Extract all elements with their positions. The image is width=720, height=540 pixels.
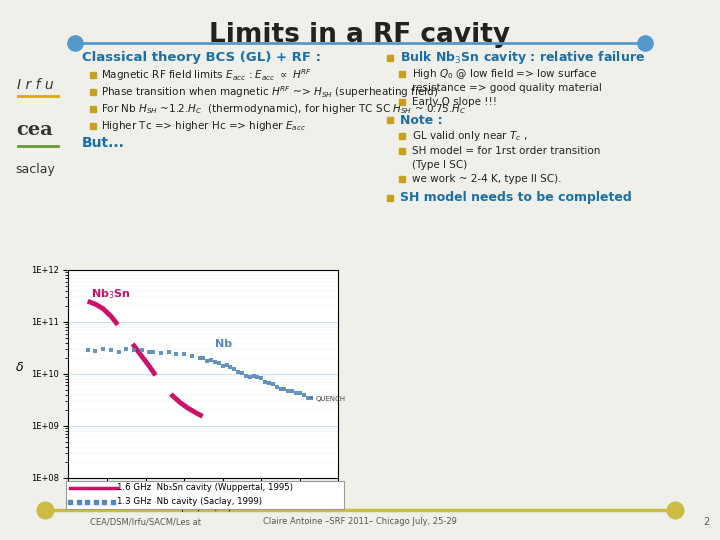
Text: Claire Antoine –SRF 2011– Chicago July, 25-29: Claire Antoine –SRF 2011– Chicago July, … (263, 517, 457, 526)
Text: we work ~ 2-4 K, type II SC).: we work ~ 2-4 K, type II SC). (412, 174, 562, 184)
Text: Bulk Nb$_3$Sn cavity : relative failure: Bulk Nb$_3$Sn cavity : relative failure (400, 50, 645, 66)
Text: 1.3 GHz  Nb cavity (Saclay, 1999): 1.3 GHz Nb cavity (Saclay, 1999) (117, 497, 262, 506)
Text: Nb$_3$Sn: Nb$_3$Sn (91, 287, 130, 301)
Text: Higher Tc => higher Hc => higher $E_{acc}$: Higher Tc => higher Hc => higher $E_{acc… (101, 119, 306, 133)
Text: cea: cea (17, 121, 53, 139)
Text: 2: 2 (703, 517, 710, 527)
Text: High $Q_0$ @ low field => low surface: High $Q_0$ @ low field => low surface (412, 67, 598, 81)
Text: SH model = for 1rst order transition: SH model = for 1rst order transition (412, 146, 600, 156)
Text: CEA/DSM/Irfu/SACM/Les at: CEA/DSM/Irfu/SACM/Les at (90, 517, 201, 526)
Text: Nb: Nb (215, 339, 232, 349)
X-axis label: Epx (MV/m): Epx (MV/m) (175, 502, 232, 512)
Text: QUENCH: QUENCH (311, 396, 346, 402)
Text: resistance => good quality material: resistance => good quality material (412, 83, 602, 93)
Y-axis label: $\delta$: $\delta$ (15, 361, 24, 374)
Text: Magnetic RF field limits $E_{acc}$ : $E_{acc}$ $\propto$ $H^{RF}$: Magnetic RF field limits $E_{acc}$ : $E_… (101, 67, 312, 83)
Text: Phase transition when magnetic $H^{RF}$ ~> $H_{SH}$ (superheating field): Phase transition when magnetic $H^{RF}$ … (101, 84, 438, 100)
Text: Classical theory BCS (GL) + RF :: Classical theory BCS (GL) + RF : (82, 51, 321, 64)
Text: SH model needs to be completed: SH model needs to be completed (400, 192, 631, 205)
Text: I r f u: I r f u (17, 78, 53, 92)
Text: But...: But... (82, 136, 125, 150)
Text: (Type I SC): (Type I SC) (412, 160, 467, 170)
FancyBboxPatch shape (66, 481, 343, 509)
Text: Limits in a RF cavity: Limits in a RF cavity (210, 22, 510, 48)
Text: Early Q slope !!!: Early Q slope !!! (412, 97, 497, 107)
Text: For Nb $H_{SH}$ ~1.2.$H_C$  (thermodynamic), for higher TC SC $H_{SH}$ ~ 0.75.$H: For Nb $H_{SH}$ ~1.2.$H_C$ (thermodynami… (101, 102, 467, 116)
Text: Note :: Note : (400, 113, 443, 126)
Text: GL valid only near $T_c$ ,: GL valid only near $T_c$ , (412, 129, 528, 143)
Text: 1.6 GHz  Nb₃Sn cavity (Wuppertal, 1995): 1.6 GHz Nb₃Sn cavity (Wuppertal, 1995) (117, 483, 293, 492)
Text: saclay: saclay (15, 164, 55, 177)
